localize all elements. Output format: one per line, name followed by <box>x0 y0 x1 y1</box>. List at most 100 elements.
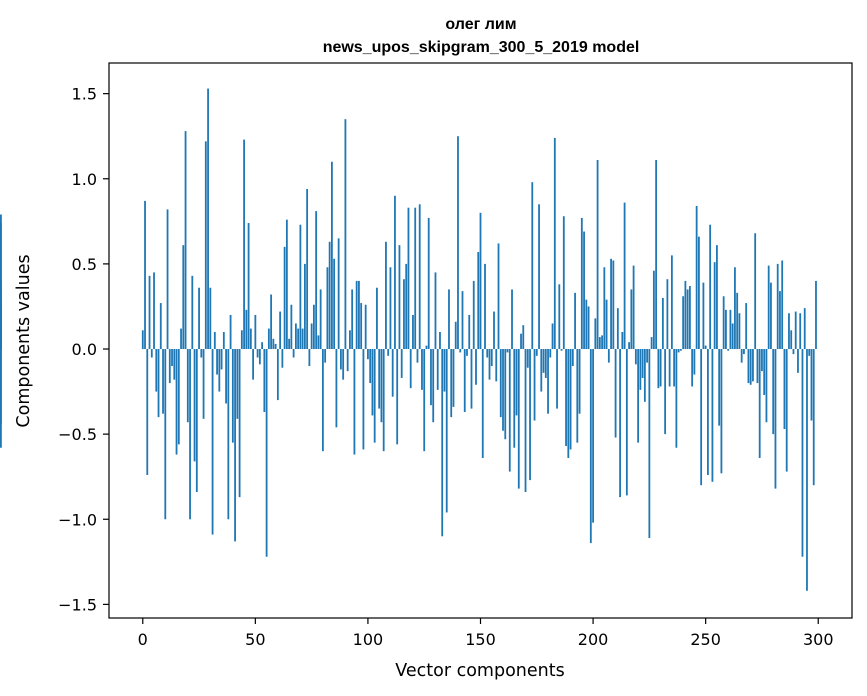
bar <box>148 275 151 350</box>
bar <box>267 328 270 350</box>
y-tick-label: 1.5 <box>72 85 97 104</box>
bar <box>632 265 635 350</box>
bar <box>450 349 453 418</box>
bar <box>722 296 725 350</box>
bar <box>684 280 687 350</box>
bar <box>580 217 583 350</box>
bar <box>605 299 608 350</box>
y-tick-label: −0.5 <box>58 425 97 444</box>
bar <box>182 245 185 350</box>
bar <box>303 263 306 350</box>
bar <box>421 349 423 390</box>
bar <box>191 275 194 350</box>
bar <box>463 349 466 412</box>
bar <box>738 313 741 350</box>
bar <box>770 282 772 350</box>
bar <box>661 297 664 350</box>
bar <box>596 160 599 350</box>
bar <box>623 202 626 350</box>
bar <box>209 287 212 350</box>
bar <box>693 349 696 375</box>
x-tick-label: 0 <box>138 630 148 649</box>
chart-title-line-1: олег лим <box>445 16 516 33</box>
bar <box>553 137 556 350</box>
bar <box>389 267 392 350</box>
chart-title-line-2: news_upos_skipgram_300_5_2019 model <box>323 39 640 56</box>
bar <box>340 349 342 370</box>
bar <box>189 349 191 520</box>
bar <box>236 349 239 419</box>
bar <box>499 349 502 418</box>
bar <box>475 349 477 385</box>
bar <box>274 343 277 350</box>
bar <box>549 349 552 358</box>
bar <box>812 349 815 486</box>
bar <box>641 349 644 378</box>
bar <box>792 349 795 355</box>
bar <box>648 349 651 538</box>
bar <box>254 314 257 350</box>
bar <box>502 349 504 431</box>
bar <box>585 299 588 350</box>
bar <box>405 263 408 350</box>
bar <box>466 349 468 356</box>
bar <box>308 349 311 367</box>
bar <box>718 349 721 426</box>
bar <box>779 291 781 350</box>
bar <box>801 349 804 557</box>
bar <box>758 349 761 458</box>
bar <box>488 349 491 380</box>
bar <box>497 243 500 350</box>
bar <box>522 325 525 350</box>
bar <box>702 282 705 350</box>
bar <box>398 245 401 350</box>
bar <box>378 349 381 409</box>
bar <box>261 342 263 350</box>
bar <box>168 349 171 384</box>
bar <box>628 342 630 350</box>
bar <box>245 309 248 350</box>
bar <box>688 286 691 350</box>
bar <box>695 206 698 350</box>
bar <box>673 349 676 387</box>
bar <box>331 161 333 350</box>
bar <box>679 349 682 351</box>
bar <box>328 241 331 350</box>
bar <box>686 289 689 350</box>
bar <box>166 209 169 350</box>
bar <box>756 349 759 384</box>
bar <box>335 349 338 428</box>
bar <box>610 258 612 350</box>
y-tick-label: 0.0 <box>72 340 97 359</box>
bar <box>598 337 601 350</box>
bar <box>776 263 779 350</box>
bar <box>427 217 430 350</box>
bar <box>0 214 2 350</box>
bar <box>576 349 579 443</box>
bar <box>754 233 757 350</box>
bar <box>430 349 432 406</box>
bar <box>504 349 507 440</box>
bar <box>412 314 414 350</box>
bar <box>461 291 464 350</box>
bar <box>583 231 585 350</box>
bar <box>445 349 448 513</box>
bar <box>468 314 471 350</box>
bar <box>731 323 734 350</box>
bar <box>481 349 484 458</box>
bar <box>472 280 475 350</box>
bar <box>560 349 563 351</box>
bar <box>432 349 435 423</box>
bar <box>601 335 603 350</box>
bar <box>376 287 378 350</box>
bar <box>367 349 369 360</box>
bar <box>637 349 640 443</box>
bar <box>571 349 574 367</box>
bar <box>713 262 716 350</box>
bar <box>806 349 808 591</box>
bar <box>231 349 234 443</box>
bar <box>567 349 570 458</box>
bar <box>803 308 806 350</box>
bar <box>279 311 282 350</box>
bar <box>218 349 221 392</box>
